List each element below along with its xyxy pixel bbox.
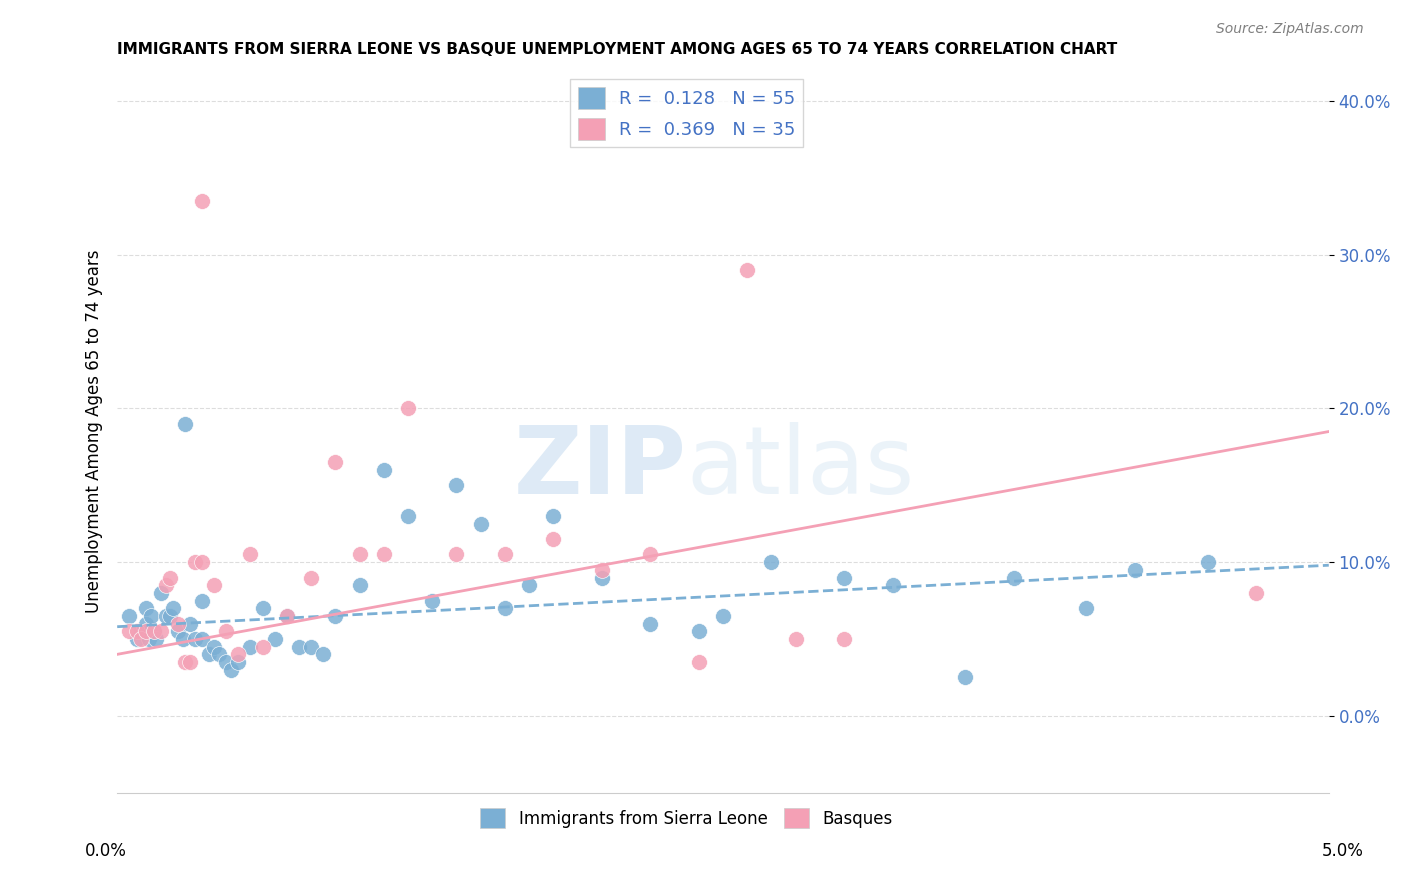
- Point: [138, 632, 160, 646]
- Point: [118, 624, 141, 639]
- Text: Source: ZipAtlas.com: Source: ZipAtlas.com: [1216, 22, 1364, 37]
- Point: [228, 648, 250, 662]
- Text: IMMIGRANTS FROM SIERRA LEONE VS BASQUE UNEMPLOYMENT AMONG AGES 65 TO 74 YEARS CO: IMMIGRANTS FROM SIERRA LEONE VS BASQUE U…: [117, 42, 1118, 57]
- Point: [591, 563, 613, 577]
- Point: [312, 648, 335, 662]
- Point: [142, 624, 165, 639]
- Point: [1123, 563, 1146, 577]
- Point: [288, 640, 311, 654]
- Point: [202, 640, 225, 654]
- Point: [494, 601, 516, 615]
- Point: [179, 655, 201, 669]
- Point: [145, 632, 167, 646]
- Point: [517, 578, 540, 592]
- Point: [131, 632, 153, 646]
- Point: [191, 632, 214, 646]
- Point: [349, 578, 371, 592]
- Point: [179, 616, 201, 631]
- Point: [215, 655, 238, 669]
- Point: [118, 609, 141, 624]
- Point: [166, 616, 188, 631]
- Point: [688, 624, 710, 639]
- Point: [155, 609, 177, 624]
- Point: [228, 655, 250, 669]
- Point: [735, 263, 758, 277]
- Point: [373, 548, 395, 562]
- Point: [149, 624, 172, 639]
- Point: [131, 624, 153, 639]
- Point: [1002, 570, 1025, 584]
- Point: [125, 632, 148, 646]
- Point: [139, 609, 162, 624]
- Point: [159, 609, 181, 624]
- Point: [494, 548, 516, 562]
- Point: [239, 640, 262, 654]
- Point: [711, 609, 734, 624]
- Point: [640, 616, 662, 631]
- Point: [420, 593, 443, 607]
- Point: [135, 616, 157, 631]
- Point: [191, 555, 214, 569]
- Point: [219, 663, 242, 677]
- Point: [470, 516, 492, 531]
- Point: [1244, 586, 1267, 600]
- Point: [276, 609, 298, 624]
- Point: [373, 463, 395, 477]
- Point: [349, 548, 371, 562]
- Point: [396, 401, 419, 416]
- Point: [149, 586, 172, 600]
- Point: [323, 609, 346, 624]
- Point: [276, 609, 298, 624]
- Point: [299, 640, 322, 654]
- Point: [183, 555, 205, 569]
- Point: [166, 624, 188, 639]
- Text: 0.0%: 0.0%: [84, 842, 127, 860]
- Point: [183, 632, 205, 646]
- Point: [1076, 601, 1098, 615]
- Point: [191, 593, 214, 607]
- Point: [446, 478, 468, 492]
- Text: ZIP: ZIP: [513, 422, 686, 514]
- Point: [591, 570, 613, 584]
- Point: [174, 417, 197, 431]
- Point: [215, 624, 238, 639]
- Legend: Immigrants from Sierra Leone, Basques: Immigrants from Sierra Leone, Basques: [474, 801, 900, 835]
- Point: [543, 509, 565, 524]
- Point: [155, 578, 177, 592]
- Text: atlas: atlas: [686, 422, 915, 514]
- Point: [142, 624, 165, 639]
- Point: [955, 670, 977, 684]
- Point: [162, 601, 184, 615]
- Point: [882, 578, 904, 592]
- Point: [832, 632, 855, 646]
- Point: [785, 632, 807, 646]
- Point: [135, 624, 157, 639]
- Point: [172, 632, 194, 646]
- Point: [323, 455, 346, 469]
- Point: [263, 632, 285, 646]
- Point: [252, 640, 274, 654]
- Y-axis label: Unemployment Among Ages 65 to 74 years: Unemployment Among Ages 65 to 74 years: [86, 250, 103, 614]
- Point: [159, 570, 181, 584]
- Point: [252, 601, 274, 615]
- Point: [202, 578, 225, 592]
- Point: [1197, 555, 1219, 569]
- Point: [832, 570, 855, 584]
- Point: [446, 548, 468, 562]
- Point: [688, 655, 710, 669]
- Point: [135, 601, 157, 615]
- Point: [543, 532, 565, 546]
- Point: [396, 509, 419, 524]
- Text: 5.0%: 5.0%: [1322, 842, 1364, 860]
- Point: [299, 570, 322, 584]
- Point: [174, 655, 197, 669]
- Point: [125, 624, 148, 639]
- Point: [640, 548, 662, 562]
- Point: [198, 648, 221, 662]
- Point: [191, 194, 214, 208]
- Point: [239, 548, 262, 562]
- Point: [208, 648, 231, 662]
- Point: [761, 555, 783, 569]
